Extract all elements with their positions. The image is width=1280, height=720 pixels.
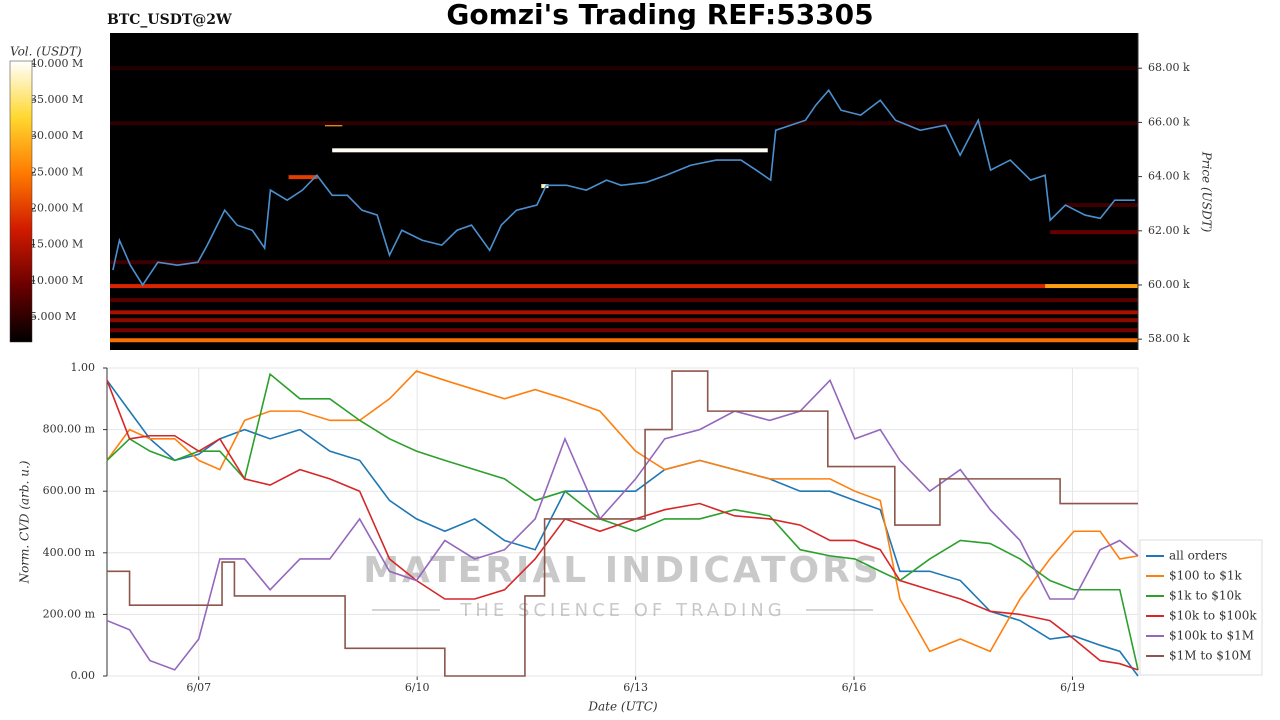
- colorbar-label: Vol. (USDT): [10, 45, 82, 59]
- legend-label: $100k to $1M: [1169, 629, 1254, 643]
- liquidity-band: [110, 260, 1138, 265]
- y-tick-label: 800.00 m: [43, 423, 96, 436]
- colorbar-tick-label: 10.000 M: [30, 274, 83, 287]
- liquidity-band: [332, 148, 768, 153]
- liquidity-band: [110, 338, 1138, 343]
- legend-label: all orders: [1169, 549, 1227, 563]
- x-tick-label: 6/13: [623, 681, 648, 694]
- series-line: [106, 379, 1139, 677]
- liquidity-band: [288, 175, 318, 180]
- legend-box: [1139, 539, 1263, 676]
- liquidity-band: [110, 298, 1138, 303]
- y-tick-label: 66.00 k: [1148, 115, 1190, 128]
- chart-title: Gomzi's Trading REF:53305: [446, 0, 873, 31]
- watermark-sub: THE SCIENCE OF TRADING: [459, 600, 785, 621]
- colorbar-tick-label: 35.000 M: [30, 93, 83, 106]
- series-line: [107, 370, 1138, 677]
- colorbar-tick-label: 5.000 M: [30, 310, 76, 323]
- liquidity-band: [1045, 284, 1138, 289]
- colorbar-tick-label: 30.000 M: [30, 129, 83, 142]
- liquidity-band: [110, 121, 1138, 126]
- chart-subtitle: BTC_USDT@2W: [107, 12, 232, 28]
- liquidity-band: [541, 184, 549, 189]
- y-tick-label: 0.00: [71, 669, 96, 682]
- y-tick-label: 60.00 k: [1148, 278, 1190, 291]
- legend-label: $1k to $10k: [1169, 589, 1242, 603]
- liquidity-band: [110, 310, 1138, 315]
- x-tick-label: 6/07: [186, 681, 211, 694]
- legend-label: $100 to $1k: [1169, 569, 1242, 583]
- plot-background: [106, 367, 1139, 677]
- liquidity-band: [110, 66, 1138, 71]
- series-line: [106, 380, 1139, 671]
- liquidity-band: [110, 328, 1138, 333]
- plot-background: [110, 33, 1138, 350]
- colorbar-tick-label: 15.000 M: [30, 238, 83, 251]
- liquidity-band: [1065, 203, 1138, 208]
- legend-label: $1M to $10M: [1169, 649, 1251, 663]
- liquidity-band: [110, 284, 1046, 289]
- heatmap: [110, 66, 1138, 343]
- y-tick-label: 68.00 k: [1148, 61, 1190, 74]
- colorbar-tick-label: 20.000 M: [30, 202, 83, 215]
- y-tick-label: 200.00 m: [43, 607, 96, 620]
- y-axis-label: Price (USDT): [1200, 151, 1214, 233]
- y-tick-label: 62.00 k: [1148, 224, 1190, 237]
- y-tick-label: 1.00: [71, 361, 96, 374]
- y-tick-label: 600.00 m: [43, 484, 96, 497]
- colorbar: [9, 60, 33, 343]
- liquidity-band: [110, 318, 1138, 323]
- liquidity-band: [1050, 230, 1138, 235]
- x-axis-label: Date (UTC): [587, 700, 657, 714]
- colorbar-tick-label: 25.000 M: [30, 165, 83, 178]
- y-tick-label: 400.00 m: [43, 546, 96, 559]
- x-tick-label: 6/19: [1060, 681, 1085, 694]
- x-tick-label: 6/16: [842, 681, 867, 694]
- x-tick-label: 6/10: [405, 681, 430, 694]
- series-line: [106, 370, 1139, 653]
- y-tick-label: 58.00 k: [1148, 332, 1190, 345]
- legend-label: $10k to $100k: [1169, 609, 1257, 623]
- y-axis-label: Norm. CVD (arb. u.): [18, 460, 32, 584]
- series-line: [106, 378, 1139, 671]
- y-tick-label: 64.00 k: [1148, 170, 1190, 183]
- watermark: MATERIAL INDICATORS: [363, 550, 882, 591]
- colorbar-tick-label: 40.000 M: [30, 57, 83, 70]
- price-line: [112, 88, 1136, 287]
